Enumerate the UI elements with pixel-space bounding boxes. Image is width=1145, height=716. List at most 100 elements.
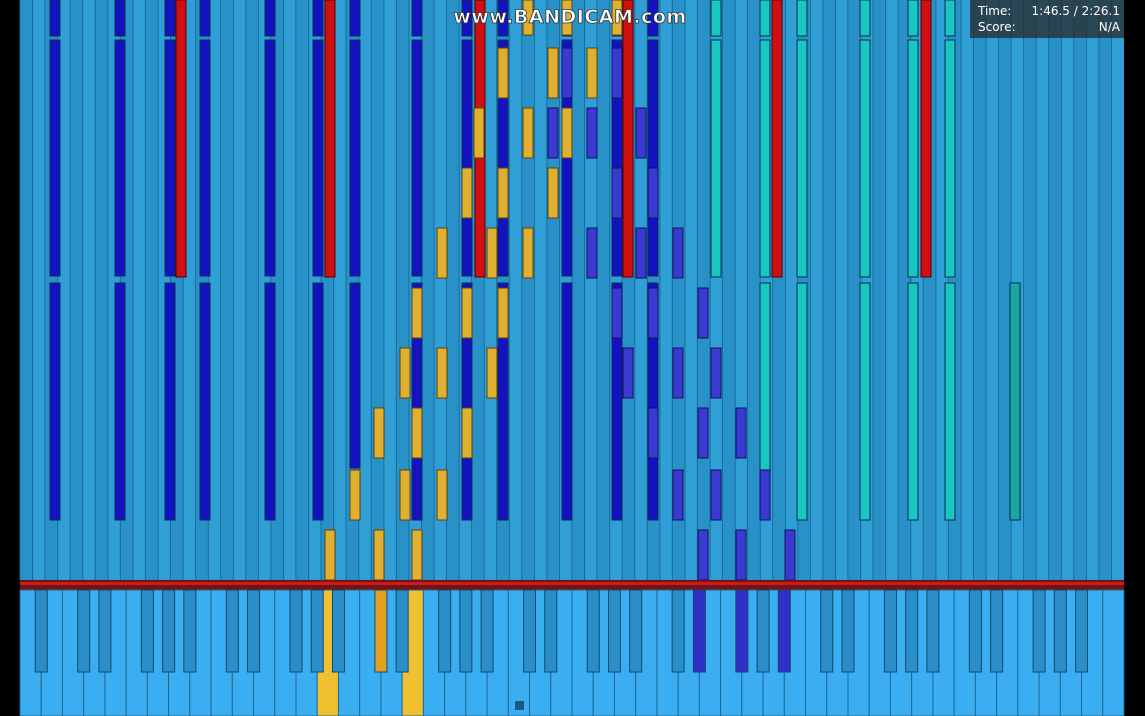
keyboard — [19, 589, 1125, 716]
note — [411, 287, 423, 339]
note — [586, 107, 598, 159]
note — [324, 529, 336, 581]
note — [759, 469, 771, 521]
black-key — [183, 589, 197, 673]
note — [735, 407, 747, 459]
lane — [21, 0, 32, 580]
lane — [711, 0, 722, 580]
black-key — [34, 589, 48, 673]
lane — [961, 0, 973, 580]
note — [611, 167, 623, 219]
note — [264, 39, 276, 277]
note — [611, 47, 623, 99]
note — [859, 282, 871, 521]
black-key — [883, 589, 897, 673]
black-key — [438, 589, 452, 673]
note — [859, 39, 871, 278]
lane — [673, 0, 684, 580]
note — [312, 39, 324, 277]
note — [710, 347, 722, 399]
lane — [1112, 0, 1123, 580]
lane — [359, 0, 371, 580]
note — [411, 407, 423, 459]
lane — [485, 0, 496, 580]
note — [647, 0, 659, 37]
black-key — [544, 589, 558, 673]
lane — [522, 0, 534, 580]
black-key — [990, 589, 1004, 673]
note — [461, 407, 473, 459]
black-key — [459, 589, 473, 673]
lane — [811, 0, 822, 580]
note — [920, 0, 932, 278]
lane — [271, 0, 283, 580]
lane — [623, 0, 634, 580]
black-key — [523, 589, 537, 673]
black-key — [841, 589, 855, 673]
note — [647, 39, 659, 277]
note — [672, 347, 684, 399]
note — [497, 287, 509, 339]
note — [759, 282, 771, 471]
black-key — [1053, 589, 1067, 673]
lane — [598, 0, 609, 580]
lane — [936, 0, 948, 580]
lane — [447, 0, 459, 580]
lane — [472, 0, 484, 580]
lane — [685, 0, 697, 580]
note — [399, 469, 411, 521]
lane — [297, 0, 308, 580]
lane — [435, 0, 446, 580]
black-key — [162, 589, 176, 673]
lane — [974, 0, 985, 580]
lane — [96, 0, 107, 580]
note — [49, 282, 61, 521]
note — [199, 0, 211, 37]
note — [710, 39, 722, 278]
note — [611, 0, 623, 36]
lane — [736, 0, 747, 580]
note — [264, 0, 276, 37]
marker — [515, 701, 524, 710]
lane — [836, 0, 847, 580]
note — [611, 287, 623, 339]
watermark: www.BANDICAM.com — [453, 6, 686, 28]
lane — [585, 0, 597, 580]
lane — [660, 0, 672, 580]
black-key — [607, 589, 621, 673]
note — [759, 39, 771, 278]
black-key — [777, 589, 791, 673]
note — [522, 107, 534, 159]
lane — [334, 0, 346, 580]
note — [411, 39, 423, 277]
lane — [510, 0, 521, 580]
note — [547, 47, 559, 99]
lane — [1024, 0, 1036, 580]
note — [907, 282, 919, 521]
note — [49, 0, 61, 37]
note — [710, 0, 722, 37]
black-key — [926, 589, 940, 673]
black-key — [331, 589, 345, 673]
note — [561, 282, 573, 521]
lane — [133, 0, 145, 580]
note — [784, 529, 796, 581]
lane — [773, 0, 785, 580]
lane — [221, 0, 233, 580]
note — [497, 39, 509, 277]
lane — [397, 0, 408, 580]
note — [164, 282, 176, 521]
black-key — [77, 589, 91, 673]
lane — [573, 0, 584, 580]
note — [175, 0, 187, 278]
lane — [899, 0, 910, 580]
lane — [71, 0, 82, 580]
lane — [209, 0, 220, 580]
note — [547, 107, 559, 159]
lane — [886, 0, 898, 580]
note — [907, 39, 919, 278]
note — [349, 39, 361, 277]
note — [461, 39, 473, 277]
note — [586, 47, 598, 99]
lane — [987, 0, 998, 580]
